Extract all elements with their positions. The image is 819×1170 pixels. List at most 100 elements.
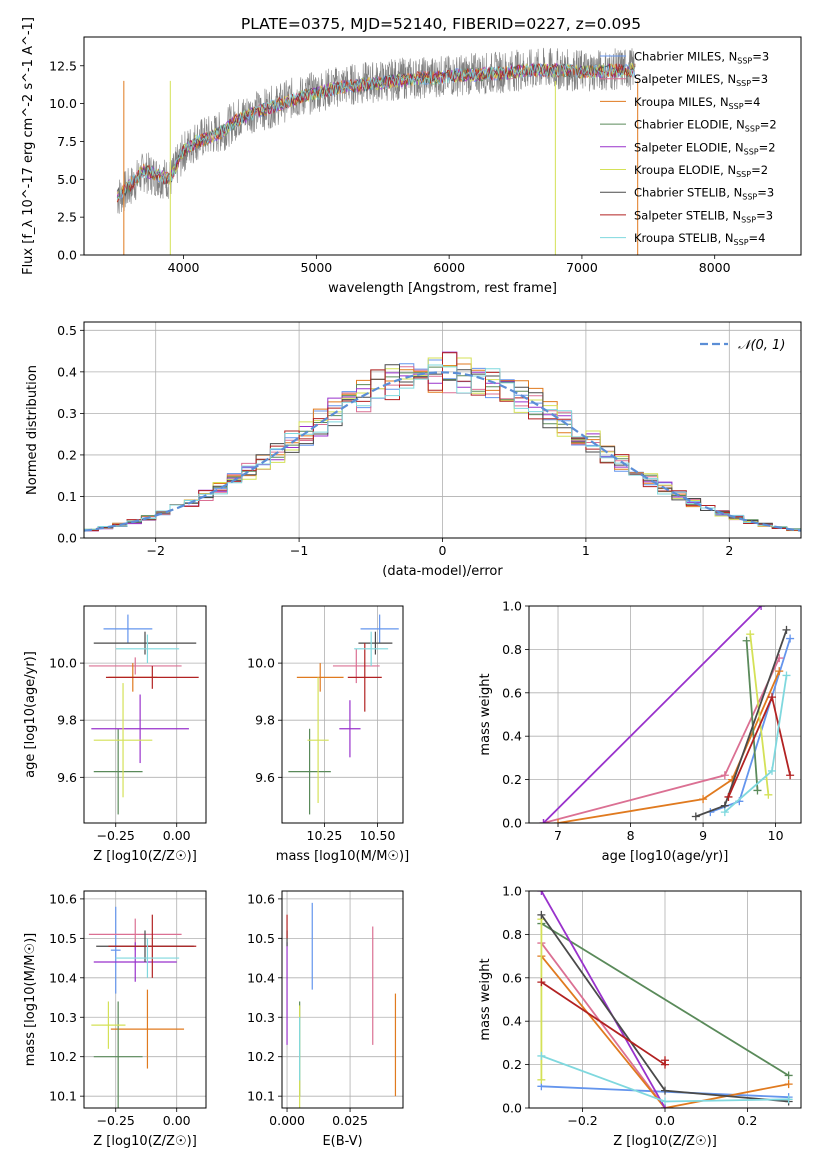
legend-entry: Chabrier STELIB, NSSP=3: [634, 186, 774, 202]
legend-label: Salpeter ELODIE, N: [634, 140, 744, 154]
y-tick-label: 10.2: [49, 1049, 77, 1064]
axes-frame: [83, 890, 207, 1109]
mass-weight-marker: [539, 819, 548, 823]
mass-weight-line: [540, 922, 790, 1077]
legend-sub: SSP: [736, 170, 751, 179]
x-axis-label: E(B-V): [322, 1134, 362, 1149]
y-tick-label: 0.2: [502, 1057, 522, 1072]
x-axis-label: age [log10(age/yr)]: [602, 849, 729, 864]
legend-label: Chabrier MILES, N: [634, 50, 737, 64]
legend-entry: Kroupa MILES, NSSP=4: [634, 95, 760, 111]
x-tick-label: 7000: [566, 260, 598, 275]
x-tick-label: 0: [439, 543, 447, 558]
x-tick-label: 0.000: [269, 1113, 305, 1128]
legend-tail: =3: [752, 50, 769, 64]
x-axis-label: Z [log10(Z/Z☉)]: [93, 1134, 197, 1149]
legend-tail: =3: [757, 186, 774, 200]
x-tick-label: 0.0: [655, 1113, 675, 1128]
legend-label: Chabrier STELIB, N: [634, 186, 742, 200]
mass-weight-line: [540, 942, 666, 1108]
y-tick-label: 1.0: [502, 884, 522, 899]
y-tick-label: 5.0: [57, 172, 77, 187]
y-axis-label: mass [log10(M/M☉)]: [23, 933, 38, 1066]
plot-area: [537, 891, 793, 1108]
mass-weight-marker: [742, 636, 751, 645]
y-tick-label: 0.2: [57, 447, 77, 462]
legend-entry: Kroupa ELODIE, NSSP=2: [634, 163, 768, 179]
mass-weight-marker: [691, 812, 700, 821]
x-tick-label: −0.25: [97, 828, 135, 843]
x-tick-label: −1: [290, 543, 308, 558]
x-tick-label: 0.025: [332, 1113, 368, 1128]
mass-weight-marker: [746, 630, 755, 639]
legend-entry: Salpeter STELIB, NSSP=3: [634, 208, 773, 224]
mass-weight-marker: [537, 910, 546, 919]
x-axis-label: (data-model)/error: [382, 564, 503, 579]
panel-age_mass: 10.25 10.50 9.6 9.8 10.0 mass [log10(M/M☉)]: [247, 605, 409, 864]
legend-sub: SSP: [744, 147, 759, 156]
mass-weight-marker: [775, 667, 784, 676]
x-axis-label: Z [log10(Z/Z☉)]: [93, 849, 197, 864]
x-tick-label: 0.00: [163, 1113, 191, 1128]
figure-title: PLATE=0375, MJD=52140, FIBERID=0227, z=0…: [241, 15, 641, 33]
x-tick-label: 10.50: [360, 828, 396, 843]
mass-weight-marker: [720, 808, 729, 817]
y-tick-label: 10.3: [49, 1010, 77, 1025]
mass-weight-marker: [784, 1080, 793, 1089]
legend-label: Kroupa MILES, N: [634, 95, 729, 109]
panel-mass_Z: −0.25 0.00 10.1 10.2 10.3 10.4 10.5 10.6 Z [log1…: [23, 890, 207, 1149]
mass-weight-marker: [767, 693, 776, 702]
axes-frame: [528, 890, 802, 1109]
legend-sub: SSP: [742, 193, 757, 202]
y-tick-label: 0.6: [502, 685, 522, 700]
mass-weight-line: [543, 657, 781, 823]
y-tick-label: 0.1: [57, 489, 77, 504]
legend-tail: =4: [744, 95, 761, 109]
y-axis-label: Flux [f_λ 10^-17 erg cm^-2 s^-1 A^-1]: [21, 17, 36, 275]
legend-entry: Salpeter MILES, NSSP=3: [634, 72, 768, 88]
x-axis-label: mass [log10(M/M☉)]: [276, 849, 409, 864]
mass-weight-line: [540, 955, 789, 1108]
histogram-step: [84, 364, 801, 530]
legend-sub: SSP: [737, 57, 752, 66]
x-tick-label: 10.25: [307, 828, 343, 843]
spectrum-data-line: [116, 47, 636, 214]
y-tick-label: 10.2: [247, 1049, 275, 1064]
mass-weight-marker: [782, 671, 791, 680]
x-tick-label: 5000: [300, 260, 332, 275]
mass-weight-marker: [537, 1075, 546, 1084]
panel-residuals: −2 −1 0 1 2 0.0 0.1 0.2 0.3 0.4 0.5 (data-model)/er…: [25, 321, 802, 579]
y-tick-label: 9.6: [57, 770, 77, 785]
legend-entry: 𝒩(0, 1): [738, 338, 785, 353]
y-tick-label: 9.8: [57, 713, 77, 728]
x-tick-label: 10: [768, 828, 784, 843]
spectrum-model-line: [116, 62, 636, 201]
mass-weight-line: [724, 675, 788, 813]
legend-sub: SSP: [745, 125, 760, 134]
x-tick-label: −0.2: [567, 1113, 597, 1128]
legend-sub: SSP: [734, 238, 749, 247]
mass-weight-marker: [724, 792, 733, 801]
y-tick-label: 9.8: [255, 713, 275, 728]
mass-weight-marker: [720, 771, 729, 780]
mass-weight-marker: [753, 786, 762, 795]
x-tick-label: 4000: [168, 260, 200, 275]
axes-frame: [83, 36, 802, 256]
legend-entry: Kroupa STELIB, NSSP=4: [634, 231, 765, 247]
mass-weight-line: [557, 670, 781, 823]
mass-weight-line: [745, 640, 759, 791]
plot-area: [88, 906, 197, 1108]
mass-weight-line: [540, 981, 666, 1067]
mass-weight-marker: [699, 795, 708, 804]
legend-entry: Chabrier MILES, NSSP=3: [634, 50, 769, 66]
legend-sub: SSP: [736, 79, 751, 88]
legend-label: Kroupa STELIB, N: [634, 231, 734, 245]
y-tick-label: 10.0: [49, 656, 77, 671]
mass-weight-marker: [537, 978, 546, 987]
mass-weight-marker: [661, 1056, 669, 1065]
x-tick-label: −2: [146, 543, 164, 558]
y-tick-label: 0.0: [502, 1101, 522, 1116]
legend-label: Kroupa ELODIE, N: [634, 163, 736, 177]
legend-tail: =4: [749, 231, 766, 245]
